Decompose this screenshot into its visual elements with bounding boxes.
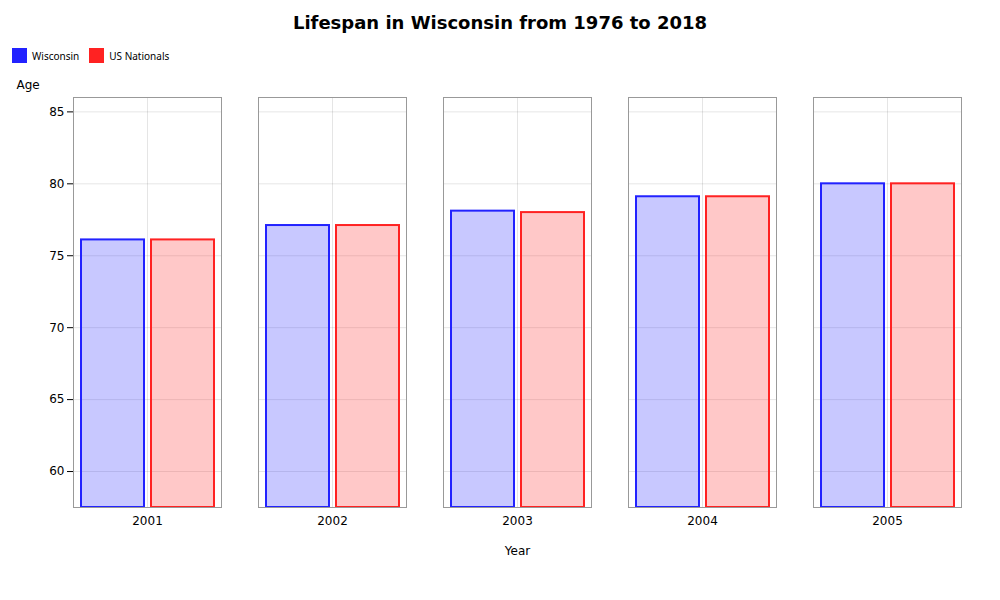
html-text:US Nationals: US Nationals <box>109 48 170 63</box>
svg-text:65: 65 <box>49 392 64 406</box>
svg-text:75: 75 <box>49 249 64 263</box>
svg-text:85: 85 <box>49 105 64 119</box>
svg-text:2004: 2004 <box>687 514 718 528</box>
html-text:Wisconsin: Wisconsin <box>32 48 80 63</box>
svg-text:Age: Age <box>17 78 40 92</box>
html-text:Lifespan in Wisconsin from 197: Lifespan in Wisconsin from 1976 to 2018 <box>292 12 707 33</box>
svg-text:70: 70 <box>49 321 64 335</box>
svg-text:2005: 2005 <box>872 514 903 528</box>
svg-text:2003: 2003 <box>502 514 533 528</box>
svg-text:80: 80 <box>49 177 64 191</box>
svg-text:2002: 2002 <box>317 514 348 528</box>
svg-text:Year: Year <box>504 544 530 558</box>
svg-text:2001: 2001 <box>132 514 163 528</box>
svg-text:60: 60 <box>49 464 64 478</box>
